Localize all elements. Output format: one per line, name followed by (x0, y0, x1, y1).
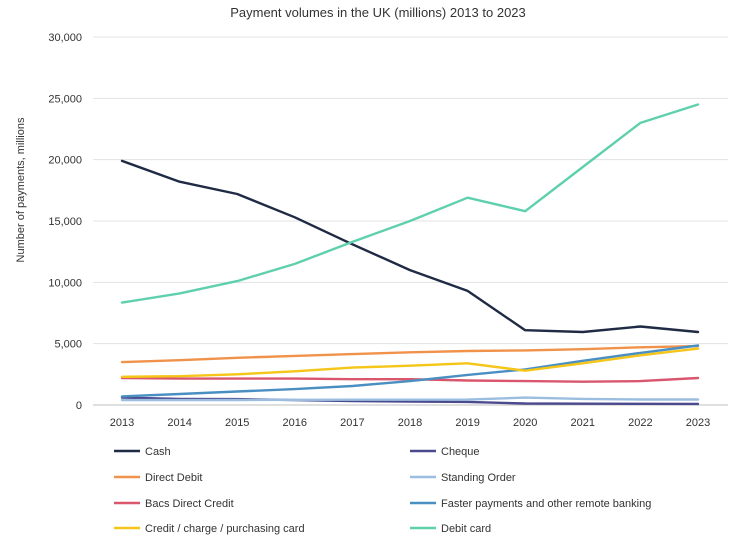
y-tick-label: 10,000 (48, 277, 82, 289)
legend-label: Bacs Direct Credit (145, 498, 234, 510)
x-tick-label: 2022 (628, 417, 652, 429)
series-line-credit-charge-purchasing-card (120, 347, 700, 378)
series-line-debit-card (120, 103, 700, 304)
x-tick-label: 2019 (455, 417, 479, 429)
x-tick-label: 2021 (571, 417, 595, 429)
gridlines (93, 36, 728, 406)
legend-label: Debit card (441, 523, 491, 535)
x-tick-label: 2014 (167, 417, 191, 429)
x-tick-label: 2018 (398, 417, 422, 429)
y-tick-label: 25,000 (48, 93, 82, 105)
series-line-cash (120, 159, 700, 334)
y-axis-label: Number of payments, millions (15, 117, 27, 262)
chart-title: Payment volumes in the UK (millions) 201… (230, 5, 526, 20)
legend: Cash Cheque Direct Debit Standing Order Bacs… (114, 446, 651, 535)
y-tick-label: 0 (76, 400, 82, 412)
x-tick-label: 2020 (513, 417, 537, 429)
x-tick-label: 2015 (225, 417, 249, 429)
series-line-faster-payments-and-other-remote-banking (120, 344, 700, 398)
legend-label: Cheque (441, 446, 480, 458)
legend-label: Direct Debit (145, 472, 202, 484)
x-tick-label: 2017 (340, 417, 364, 429)
legend-label: Faster payments and other remote banking (441, 498, 651, 510)
legend-label: Credit / charge / purchasing card (145, 523, 305, 535)
y-axis-ticks: 0 5,000 10,000 15,000 20,000 25,000 30,000 (48, 32, 82, 412)
series-lines (120, 103, 700, 406)
x-tick-label: 2013 (110, 417, 134, 429)
x-tick-label: 2023 (686, 417, 710, 429)
legend-label: Standing Order (441, 472, 516, 484)
series-line-bacs-direct-credit (120, 376, 700, 383)
y-tick-label: 30,000 (48, 32, 82, 44)
series-line-direct-debit (120, 344, 700, 364)
x-axis-ticks: 2013 2014 2015 2016 2017 2018 2019 2020 2021 2022… (110, 417, 710, 429)
series-line-standing-order (120, 396, 700, 402)
y-tick-label: 5,000 (54, 339, 82, 351)
legend-label: Cash (145, 446, 171, 458)
y-tick-label: 20,000 (48, 155, 82, 167)
x-tick-label: 2016 (283, 417, 307, 429)
y-tick-label: 15,000 (48, 216, 82, 228)
